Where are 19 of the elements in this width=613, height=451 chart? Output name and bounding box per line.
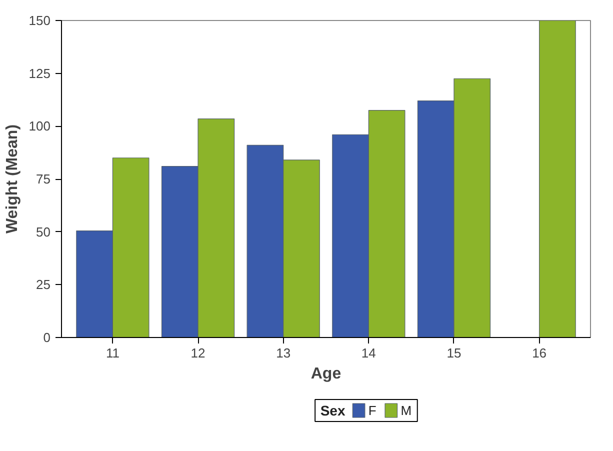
x-tick-label: 13 [276, 346, 291, 360]
bar [539, 20, 576, 338]
x-tick-label: 15 [446, 346, 462, 360]
y-tick-label: 0 [43, 330, 51, 345]
legend-title: Sex [320, 402, 346, 418]
y-axis-title: Weight (Mean) [4, 124, 21, 234]
x-tick-label: 12 [190, 346, 206, 360]
x-tick-label: 16 [532, 346, 547, 360]
legend-label: M [400, 403, 412, 418]
x-axis-title: Age [310, 366, 342, 382]
x-tick-label: 11 [106, 346, 120, 360]
x-tick-label: 14 [361, 346, 376, 360]
y-tick-label: 100 [28, 118, 51, 134]
legend-label: F [368, 403, 376, 418]
y-tick-label: 150 [28, 13, 51, 28]
y-tick-label: 25 [36, 277, 51, 292]
y-tick-label: 125 [28, 66, 51, 81]
y-tick-label: 75 [36, 172, 51, 186]
y-tick-label: 50 [36, 224, 51, 240]
